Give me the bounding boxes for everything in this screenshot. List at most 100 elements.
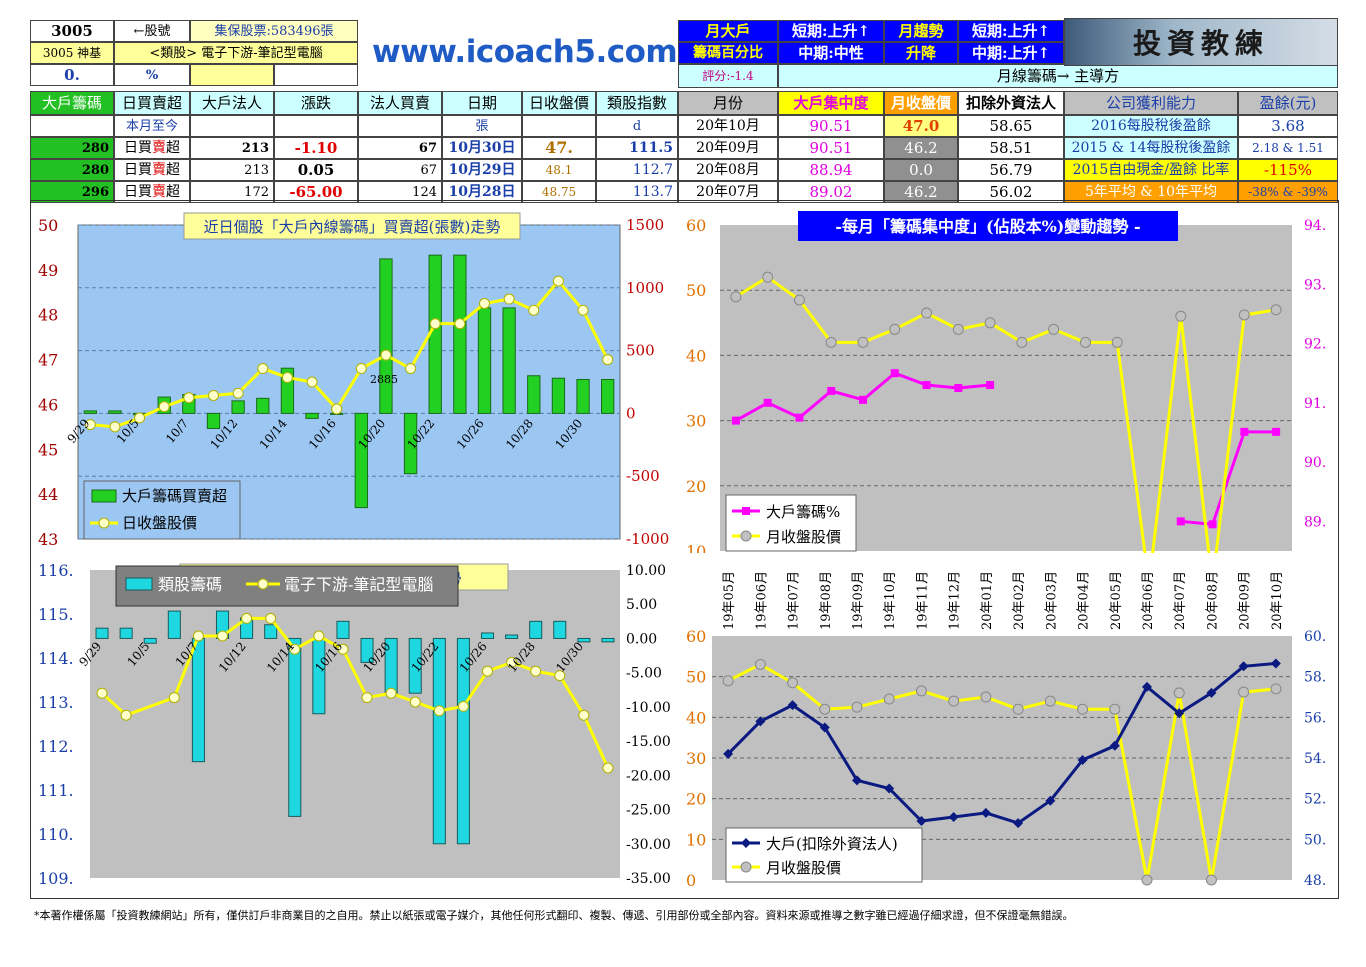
point-close-price xyxy=(1238,309,1250,321)
right-row-conc: 89.02 xyxy=(778,181,884,203)
left-row-close: 48.1 xyxy=(522,159,596,181)
mid-term-status: 中期:中性 xyxy=(778,42,884,64)
point-close-price xyxy=(1270,304,1282,316)
point-big-excl-foreign xyxy=(1045,795,1056,806)
stock-code-label: ←股號 xyxy=(114,20,190,42)
right-row-conc: 90.51 xyxy=(778,137,884,159)
point-concentration xyxy=(827,386,836,395)
bar-big-holders xyxy=(477,307,492,414)
bar-sector-chips xyxy=(577,637,591,643)
point-close-price xyxy=(851,701,863,713)
right-row-close: 46.2 xyxy=(884,181,958,203)
bar-sector-chips xyxy=(601,637,615,643)
point-concentration xyxy=(859,395,867,404)
trend-label: 月趨勢 xyxy=(884,20,958,42)
left-tick: 50 xyxy=(686,668,706,687)
bar-big-holders xyxy=(305,412,319,419)
stock-name: 3005 神基 xyxy=(30,42,114,64)
point-close-price xyxy=(331,403,343,415)
point-close-price xyxy=(380,349,392,361)
title-box xyxy=(183,212,521,240)
bar-big-holders xyxy=(108,410,122,414)
left-tick: 47 xyxy=(38,351,58,370)
point-concentration xyxy=(1272,427,1281,436)
chart-title: -每月「籌碼集中度」(佔股本%)變動趨勢 - xyxy=(835,217,1140,236)
right-row-eps: 3.68 xyxy=(1238,115,1338,137)
point-concentration xyxy=(1208,520,1217,529)
bar-big-holders xyxy=(551,377,566,414)
left-tick: 43 xyxy=(38,530,58,549)
right-row-month: 20年08月 xyxy=(678,159,778,181)
point-concentration xyxy=(763,398,772,407)
left-row-change: -1.10 xyxy=(274,137,358,159)
trend-label2: 升降 xyxy=(884,42,958,64)
left-row-big: 280 xyxy=(30,159,114,181)
right-tick: 93. xyxy=(1304,277,1326,293)
right-row-close: 46.2 xyxy=(884,137,958,159)
bar-sector-chips xyxy=(336,620,350,639)
x-tick: 19年06月 xyxy=(754,571,769,630)
left-row-inst: 213 xyxy=(190,137,274,159)
left-row-type-part: 賣 xyxy=(152,184,166,200)
left-header-2: 大戶法人 xyxy=(190,91,274,115)
point-close-price xyxy=(1016,336,1028,348)
point-close-price xyxy=(857,336,869,348)
legend-swatch-point xyxy=(257,578,269,590)
point-sector-index xyxy=(457,700,469,712)
point-close-price xyxy=(1109,703,1121,715)
left-header-4: 法人買賣 xyxy=(358,91,442,115)
left-row-date: 10月29日 xyxy=(442,159,522,181)
point-close-price xyxy=(183,392,195,404)
left-row-type-part: 超 xyxy=(166,162,180,178)
right-header-0: 月份 xyxy=(678,91,778,115)
point-close-price xyxy=(109,421,121,433)
right-tick: 0.00 xyxy=(626,631,657,647)
left-tick: 116. xyxy=(38,561,74,580)
left-row-type: 日買賣超 xyxy=(114,159,190,181)
point-close-price xyxy=(405,363,417,375)
point-close-price xyxy=(1044,695,1056,707)
left-subrow-2 xyxy=(190,115,274,137)
right-tick: 5.00 xyxy=(626,597,657,613)
left-tick: 49 xyxy=(38,261,58,280)
left-row-type-part: 日買 xyxy=(124,140,152,156)
left-header-5: 日期 xyxy=(442,91,522,115)
right-row-profit: 2015自由現金/盈餘 比率 xyxy=(1064,159,1238,181)
bar-sector-chips xyxy=(432,637,446,845)
bar-big-holders xyxy=(256,397,270,414)
right-tick: 500 xyxy=(626,342,655,360)
right-tick: 91. xyxy=(1304,396,1326,412)
bar-sector-chips xyxy=(408,637,422,694)
left-row-type: 日買賣超 xyxy=(114,181,190,203)
right-tick: 50. xyxy=(1304,832,1326,848)
left-row-legal: 124 xyxy=(358,181,442,203)
x-tick: 19年11月 xyxy=(915,571,930,630)
right-tick: 92. xyxy=(1304,337,1326,353)
left-tick: 48 xyxy=(38,306,58,325)
trend-short-status: 短期:上升↑ xyxy=(958,20,1064,42)
bar-big-holders xyxy=(231,400,245,414)
right-tick: -1000 xyxy=(626,530,669,548)
point-close-price xyxy=(577,304,589,316)
bar-sector-chips xyxy=(119,627,133,639)
left-header-3: 漲跌 xyxy=(274,91,358,115)
point-big-excl-foreign xyxy=(1142,681,1152,692)
point-concentration xyxy=(954,384,963,392)
right-tick: -20.00 xyxy=(626,768,671,784)
copyright-footer: *本著作權係屬「投資教練網站」所有，僅供訂戶非商業目的之自用。禁止以紙張或電子媒… xyxy=(34,909,1074,922)
bar-big-holders xyxy=(83,410,97,414)
left-row-close: 48.75 xyxy=(522,181,596,203)
point-close-price xyxy=(984,317,996,329)
chart-daily-big-holders: -1000-50005001000150043444546474849509/2… xyxy=(38,212,669,549)
x-tick: 19年10月 xyxy=(883,571,898,630)
bar-sector-chips xyxy=(143,637,157,644)
point-sector-index xyxy=(241,612,253,624)
left-row-close: 47. xyxy=(522,137,596,159)
left-row-inst: 172 xyxy=(190,181,274,203)
bar-big-holders xyxy=(527,375,541,414)
right-tick: 89. xyxy=(1304,514,1326,530)
legend-label: 日收盤股價 xyxy=(122,514,197,532)
left-header-6: 日收盤價 xyxy=(522,91,596,115)
monthly-big-label2: 籌碼百分比 xyxy=(678,42,778,64)
right-tick: -15.00 xyxy=(626,734,671,750)
